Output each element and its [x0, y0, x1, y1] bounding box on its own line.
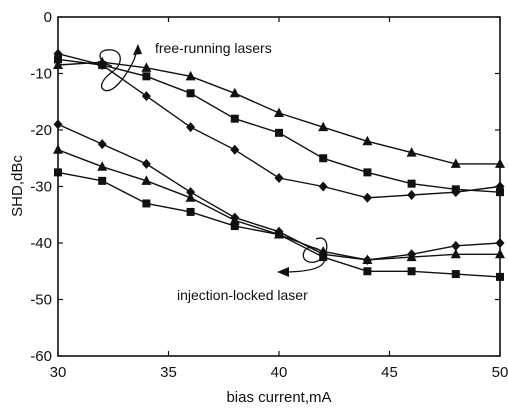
data-point-diamond [274, 173, 284, 184]
data-point-square [275, 128, 283, 137]
data-point-triangle [495, 248, 505, 259]
x-tick-label: 30 [50, 364, 67, 381]
data-point-diamond [495, 181, 505, 192]
y-tick-label: -40 [30, 235, 52, 252]
arrowhead-free-running [133, 44, 142, 55]
y-tick-label: 0 [44, 9, 52, 26]
data-point-square [54, 168, 62, 177]
data-point-triangle [362, 135, 373, 146]
data-point-square [363, 267, 372, 276]
annotation-injection-locked: injection-locked laser [177, 287, 308, 303]
y-tick-label: -60 [30, 348, 52, 365]
data-point-triangle [318, 121, 329, 132]
y-tick-label: -20 [30, 122, 52, 139]
series-line [57, 58, 501, 193]
data-point-square [230, 222, 239, 231]
data-point-triangle [362, 254, 373, 264]
data-point-diamond [97, 139, 107, 150]
data-point-diamond [186, 122, 196, 133]
x-tick-label: 40 [271, 364, 288, 381]
data-point-diamond [53, 48, 63, 59]
data-point-square [186, 89, 195, 98]
data-point-triangle [53, 59, 63, 70]
data-point-square [451, 270, 460, 279]
axis-ticks: 30 35 40 45 50 0 -10 -20 -30 -40 -50 -60 [30, 9, 508, 381]
data-point-diamond [230, 144, 240, 155]
x-tick-label: 35 [160, 364, 177, 381]
series-injection-locked-triangle [53, 144, 505, 264]
data-point-diamond [318, 181, 328, 192]
x-axis-label: bias current,mA [226, 389, 331, 406]
data-point-square [275, 230, 283, 239]
annotation-arrow-free-running [99, 46, 139, 92]
data-point-square [230, 114, 239, 123]
series-group [53, 48, 505, 281]
series-line [57, 171, 501, 278]
data-point-square [54, 55, 62, 64]
data-point-square [496, 272, 504, 281]
data-point-diamond [186, 187, 196, 198]
series-injection-locked-square [54, 168, 504, 281]
data-point-triangle [97, 161, 108, 171]
series-free-running-triangle [53, 56, 505, 168]
series-free-running-diamond [53, 48, 505, 203]
data-point-square [142, 72, 151, 81]
data-point-triangle [141, 175, 152, 185]
data-point-square [319, 154, 328, 163]
data-point-diamond [141, 91, 151, 102]
data-point-triangle [450, 158, 461, 168]
data-point-diamond [53, 119, 63, 130]
data-point-diamond [407, 189, 417, 200]
data-point-square [363, 168, 372, 177]
data-point-triangle [185, 70, 196, 81]
data-point-diamond [362, 192, 372, 203]
annotation-arrow-injection-locked [281, 237, 328, 273]
data-point-diamond [495, 238, 505, 248]
data-point-square [98, 176, 107, 185]
data-point-triangle [185, 192, 196, 202]
data-point-triangle [495, 158, 505, 168]
x-tick-label: 50 [492, 364, 508, 381]
data-point-square [186, 207, 195, 216]
data-point-triangle [406, 147, 417, 157]
series-injection-locked-diamond [53, 119, 505, 265]
data-point-triangle [406, 251, 417, 262]
data-point-square [142, 199, 151, 208]
y-axis-label: SHD,dBc [9, 155, 26, 217]
series-line [57, 149, 500, 261]
data-point-diamond [451, 187, 461, 198]
data-point-triangle [229, 87, 240, 98]
data-point-triangle [53, 144, 63, 154]
annotation-free-running: free-running lasers [155, 40, 272, 56]
data-point-triangle [450, 248, 461, 259]
y-tick-label: -50 [30, 292, 52, 309]
data-point-triangle [141, 62, 152, 72]
y-tick-label: -30 [30, 179, 52, 196]
data-point-square [407, 179, 416, 188]
y-tick-label: -10 [30, 66, 52, 83]
data-point-diamond [141, 158, 151, 169]
data-point-triangle [229, 214, 240, 225]
data-point-diamond [451, 240, 461, 251]
data-point-triangle [274, 107, 284, 118]
arrowhead-injection-locked [277, 267, 289, 277]
data-point-square [496, 188, 504, 197]
x-tick-label: 45 [381, 364, 398, 381]
data-point-square [407, 267, 416, 276]
